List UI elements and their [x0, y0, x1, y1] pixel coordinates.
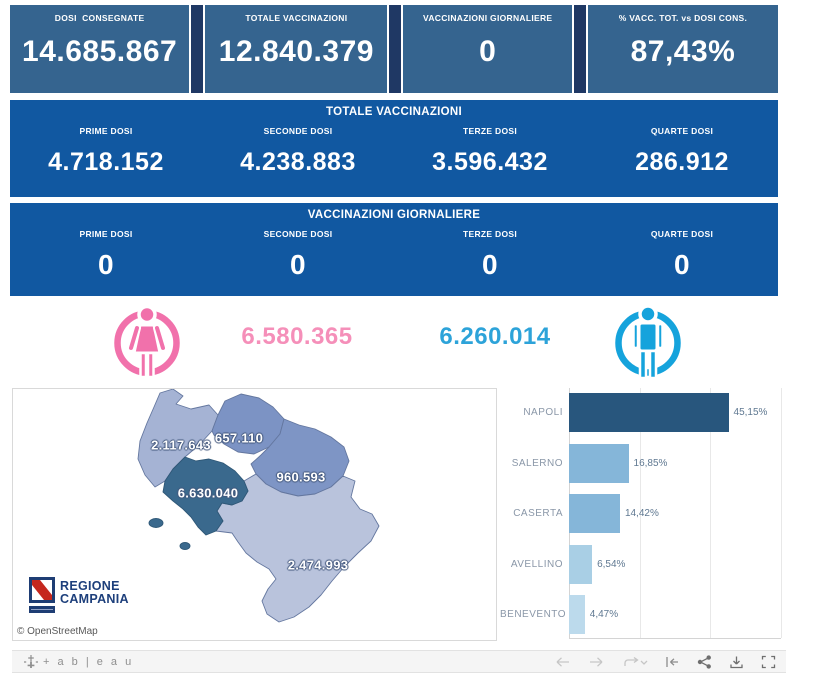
kpi-label: DOSI CONSEGNATE: [54, 13, 145, 23]
redo-icon[interactable]: [588, 656, 605, 668]
kpi-row: DOSI CONSEGNATE 14.685.867 TOTALE VACCIN…: [10, 5, 778, 93]
map-label-napoli: 6.630.040: [177, 485, 239, 501]
col-value: 286.912: [635, 148, 729, 176]
bar-row-avellino: AVELLINO 6,54%: [500, 544, 626, 584]
category-label: AVELLINO: [510, 558, 563, 570]
col-value: 0: [673, 249, 691, 280]
female-total: 6.580.365: [241, 323, 353, 350]
bar-value-label: 6,54%: [597, 558, 626, 570]
category-label: NAPOLI: [523, 407, 563, 418]
col-label: SECONDE DOSI: [263, 126, 333, 136]
map-label-salerno: 2.474.993: [287, 557, 349, 573]
kpi-divider: [573, 5, 586, 93]
chart-gridline: [710, 388, 711, 638]
totals-col-prime: PRIME DOSI 4.718.152: [10, 126, 202, 177]
map-canvas: [137, 389, 380, 623]
category-label: SALERNO: [511, 457, 563, 469]
kpi-box-totale-vaccinazioni: TOTALE VACCINAZIONI 12.840.379: [205, 5, 388, 93]
bar-value-label: 16,85%: [633, 457, 668, 469]
totals-col-terze: TERZE DOSI 3.596.432: [394, 126, 586, 177]
logo-line1: REGIONE: [60, 579, 120, 593]
totals-col-quarte: QUARTE DOSI 286.912: [586, 126, 778, 177]
male-total: 6.260.014: [439, 323, 551, 350]
map-island-capri[interactable]: [179, 542, 191, 550]
tableau-toolbar: + a b | e a u: [12, 650, 786, 673]
chart-gridline: [640, 388, 641, 638]
map-attribution: © OpenStreetMap: [14, 625, 103, 639]
col-label: QUARTE DOSI: [650, 229, 714, 239]
campania-emblem-icon: [29, 577, 55, 613]
share-icon[interactable]: [697, 654, 712, 669]
col-value: 0: [481, 249, 499, 280]
bar-row-benevento: BENEVENTO 4,47%: [500, 595, 618, 634]
bar-salerno[interactable]: [569, 443, 629, 483]
bar-napoli[interactable]: [569, 393, 729, 432]
daily-col-prime: PRIME DOSI 0: [10, 229, 202, 281]
totals-col-seconde: SECONDE DOSI 4.238.883: [202, 126, 394, 177]
col-value: 0: [289, 249, 307, 280]
category-label: BENEVENTO: [500, 609, 566, 620]
female-icon[interactable]: [109, 302, 185, 384]
bar-caserta[interactable]: [569, 494, 620, 533]
col-label: QUARTE DOSI: [650, 126, 714, 136]
kpi-value: 87,43%: [630, 35, 736, 68]
col-label: TERZE DOSI: [462, 229, 517, 239]
totals-band-title: TOTALE VACCINAZIONI: [325, 106, 463, 118]
map-region-napoli[interactable]: [162, 456, 249, 536]
reset-icon[interactable]: [665, 656, 680, 668]
bar-row-napoli: NAPOLI 45,15%: [500, 393, 767, 432]
col-label: TERZE DOSI: [462, 126, 517, 136]
logo-line2: CAMPANIA: [60, 592, 129, 606]
map-island-ischia[interactable]: [148, 518, 164, 528]
chart-x-axis: [569, 638, 781, 639]
regione-campania-logo: REGIONE CAMPANIA: [29, 577, 129, 614]
tableau-wordmark: + a b | e a u: [43, 655, 134, 668]
totals-band: TOTALE VACCINAZIONI PRIME DOSI 4.718.152…: [10, 100, 778, 197]
col-value: 4.238.883: [240, 148, 356, 176]
col-label: PRIME DOSI: [79, 229, 133, 239]
undo-icon[interactable]: [554, 656, 571, 668]
map-label-caserta: 2.117.643: [151, 437, 211, 453]
daily-col-seconde: SECONDE DOSI 0: [202, 229, 394, 281]
col-value: 4.718.152: [48, 148, 164, 176]
map-label-benevento: 657.110: [214, 430, 264, 446]
province-bar-chart: NAPOLI 45,15% SALERNO 16,85% CASERTA 14,42% AV…: [500, 388, 810, 644]
bar-value-label: 14,42%: [624, 508, 659, 519]
col-label: PRIME DOSI: [79, 126, 133, 136]
kpi-label: VACCINAZIONI GIORNALIERE: [423, 13, 553, 23]
kpi-box-vaccinazioni-giornaliere: VACCINAZIONI GIORNALIERE 0: [403, 5, 572, 93]
kpi-value: 14.685.867: [22, 35, 178, 68]
male-icon[interactable]: [610, 302, 686, 384]
col-value: 3.596.432: [432, 148, 548, 176]
bar-row-salerno: SALERNO 16,85%: [500, 443, 668, 483]
bar-avellino[interactable]: [569, 544, 593, 584]
col-value: 0: [97, 249, 115, 280]
kpi-value: 12.840.379: [218, 35, 374, 68]
daily-band-title: VACCINAZIONI GIORNALIERE: [307, 209, 481, 221]
download-icon[interactable]: [729, 655, 744, 669]
kpi-box-perc-vacc: % VACC. TOT. vs DOSI CONS. 87,43%: [587, 5, 778, 93]
kpi-value: 0: [479, 35, 497, 68]
kpi-box-dosi-consegnate: DOSI CONSEGNATE 14.685.867: [10, 5, 190, 93]
kpi-label: TOTALE VACCINAZIONI: [245, 13, 348, 23]
bar-row-caserta: CASERTA 14,42%: [500, 494, 659, 533]
category-label: CASERTA: [513, 508, 563, 519]
replay-icon[interactable]: [622, 656, 648, 668]
kpi-label: % VACC. TOT. vs DOSI CONS.: [618, 13, 748, 23]
daily-col-quarte: QUARTE DOSI 0: [586, 229, 778, 281]
tableau-logo[interactable]: + a b | e a u: [24, 654, 134, 669]
chart-gridline: [781, 388, 782, 638]
daily-band: VACCINAZIONI GIORNALIERE PRIME DOSI 0 SE…: [10, 203, 778, 296]
daily-col-terze: TERZE DOSI 0: [394, 229, 586, 281]
kpi-divider: [191, 5, 204, 93]
bar-benevento[interactable]: [569, 595, 585, 634]
tableau-logo-icon: [24, 654, 38, 668]
map-label-avellino: 960.593: [276, 469, 326, 485]
kpi-divider: [389, 5, 402, 93]
bar-value-label: 4,47%: [589, 609, 619, 620]
bar-value-label: 45,15%: [733, 407, 768, 418]
col-label: SECONDE DOSI: [263, 229, 333, 239]
fullscreen-icon[interactable]: [761, 655, 776, 669]
campania-map: 2.117.643 657.110 960.593 6.630.040 2.47…: [12, 388, 497, 641]
